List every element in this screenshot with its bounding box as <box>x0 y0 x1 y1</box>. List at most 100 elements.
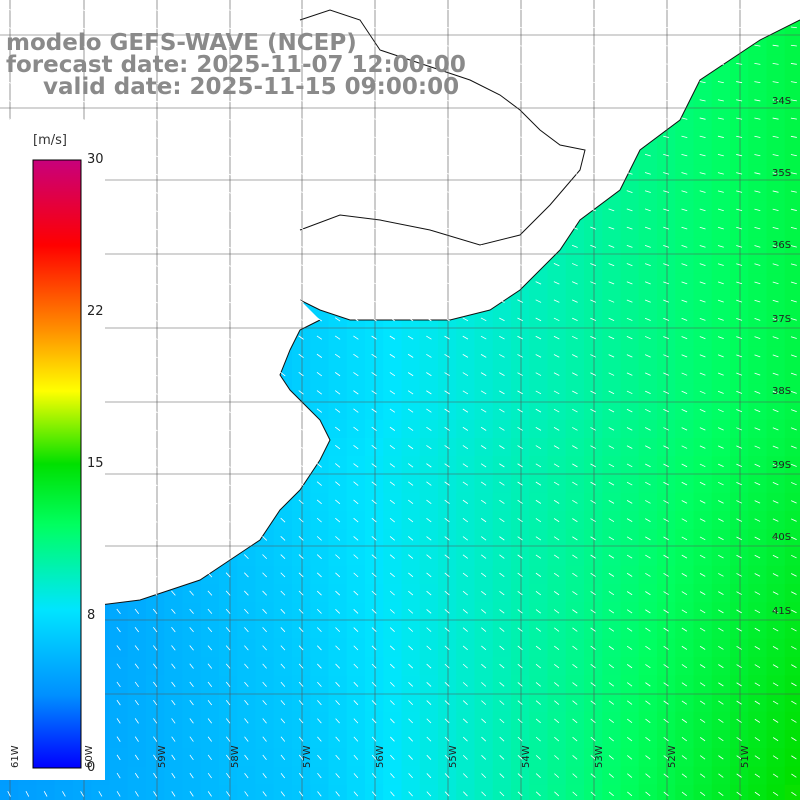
wind-arrow <box>717 117 724 120</box>
wind-arrow <box>700 791 706 797</box>
wind-arrow <box>353 244 359 249</box>
wind-arrow <box>188 62 195 66</box>
wind-arrow <box>189 754 194 761</box>
wind-arrow <box>645 664 651 669</box>
wind-arrow <box>407 44 414 48</box>
wind-arrow <box>498 117 505 121</box>
wind-arrow <box>535 718 541 724</box>
wind-arrow <box>535 663 541 669</box>
wind-arrow <box>754 627 761 632</box>
wind-arrow <box>444 226 450 230</box>
wind-arrow <box>626 263 633 267</box>
wind-arrow <box>371 754 377 760</box>
wind-arrow <box>6 61 12 66</box>
wind-arrow <box>261 25 268 30</box>
wind-arrow <box>426 353 432 358</box>
wind-arrow <box>535 62 542 66</box>
wind-arrow <box>754 263 761 266</box>
wind-arrow <box>535 481 542 486</box>
wind-arrow <box>517 426 523 431</box>
wind-arrow <box>517 153 524 157</box>
wind-arrow <box>663 263 670 267</box>
wind-arrow <box>499 372 505 376</box>
wind-arrow <box>426 499 432 504</box>
wind-arrow <box>335 754 340 760</box>
wind-arrow <box>389 517 395 523</box>
wind-arrow <box>152 590 158 596</box>
wind-arrow <box>571 190 578 194</box>
wind-arrow <box>407 317 414 322</box>
wind-arrow <box>608 99 615 102</box>
wind-arrow <box>736 26 743 29</box>
wind-arrow <box>553 518 560 523</box>
wind-arrow <box>353 791 359 797</box>
wind-arrow <box>699 245 706 248</box>
wind-arrow <box>207 80 213 84</box>
wind-arrow <box>663 682 669 687</box>
wind-arrow <box>225 736 231 742</box>
wind-arrow <box>316 25 323 29</box>
wind-arrow <box>517 208 524 212</box>
wind-arrow <box>298 25 305 29</box>
wind-arrow <box>170 317 176 322</box>
wind-arrow <box>736 463 743 467</box>
wind-arrow <box>699 354 706 358</box>
wind-arrow <box>426 317 432 322</box>
wind-arrow <box>717 81 724 84</box>
wind-arrow <box>116 718 121 724</box>
wind-arrow <box>699 481 706 486</box>
wind-arrow <box>626 390 633 395</box>
wind-arrow <box>681 427 688 431</box>
wind-arrow <box>243 135 250 139</box>
wind-arrow <box>153 736 158 742</box>
wind-arrow <box>298 773 304 779</box>
wind-arrow <box>407 80 414 84</box>
wind-arrow <box>170 171 177 176</box>
wind-arrow <box>389 681 395 687</box>
wind-arrow <box>772 609 779 614</box>
wind-arrow <box>772 755 779 760</box>
wind-arrow <box>790 390 797 394</box>
wind-arrow <box>371 609 377 614</box>
wind-arrow <box>152 153 158 158</box>
wind-arrow <box>644 26 651 29</box>
model-title: modelo GEFS-WAVE (NCEP) <box>6 30 357 56</box>
wind-arrow <box>480 244 487 249</box>
wind-arrow <box>426 554 432 559</box>
wind-arrow <box>225 700 231 706</box>
wind-arrow <box>444 117 451 121</box>
wind-arrow <box>736 500 742 504</box>
wind-arrow <box>152 207 158 212</box>
wind-arrow <box>699 226 706 230</box>
wind-arrow <box>553 499 560 504</box>
wind-arrow <box>480 226 487 230</box>
wind-arrow <box>116 444 121 450</box>
wind-arrow <box>791 646 797 650</box>
wind-arrow <box>681 390 688 394</box>
wind-arrow <box>644 135 651 139</box>
wind-arrow <box>353 572 359 578</box>
wind-arrow <box>480 44 487 47</box>
wind-arrow <box>718 518 724 522</box>
wind-arrow <box>718 645 724 650</box>
wind-arrow <box>244 772 249 779</box>
wind-arrow <box>280 43 286 48</box>
wind-arrow <box>79 116 85 121</box>
wind-arrow <box>353 208 359 212</box>
wind-arrow <box>736 427 743 431</box>
wind-arrow <box>517 718 523 724</box>
wind-arrow <box>316 280 323 285</box>
wind-arrow <box>334 44 341 48</box>
wind-arrow <box>170 25 177 30</box>
wind-arrow <box>699 427 706 431</box>
wind-arrow <box>226 754 231 761</box>
speed-cell <box>748 784 767 800</box>
wind-arrow <box>389 171 396 176</box>
wind-arrow <box>663 354 670 358</box>
wind-arrow <box>499 682 505 687</box>
wind-arrow <box>134 481 140 487</box>
wind-arrow <box>626 354 633 358</box>
wind-arrow <box>407 445 414 450</box>
wind-arrow <box>553 44 560 47</box>
wind-arrow <box>571 244 578 248</box>
